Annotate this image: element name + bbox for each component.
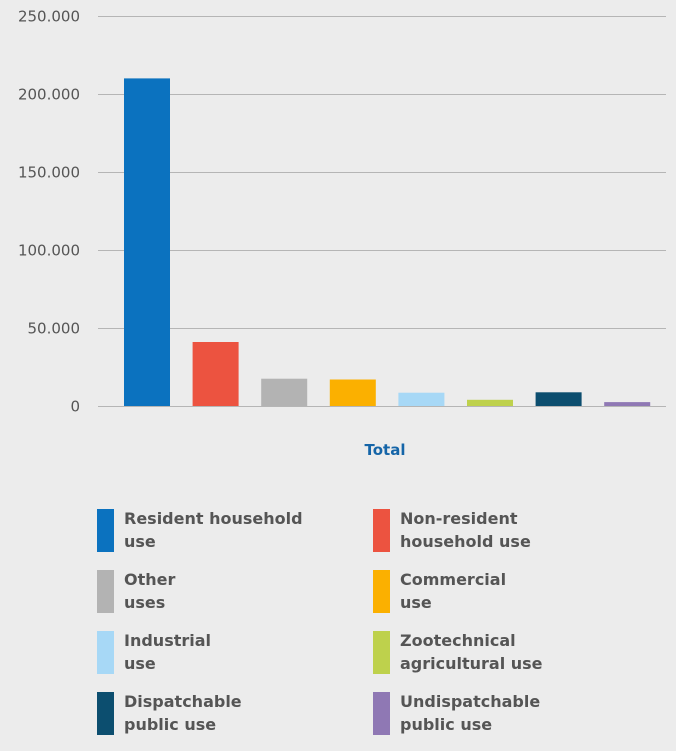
legend-item: Resident household use bbox=[97, 507, 373, 568]
legend-swatch bbox=[373, 692, 390, 735]
y-tick-label: 0 bbox=[70, 398, 80, 416]
legend-item: Industrial use bbox=[97, 629, 373, 690]
y-tick-label: 150.000 bbox=[18, 164, 80, 182]
legend-label: Zootechnical agricultural use bbox=[400, 631, 543, 673]
gridlines bbox=[98, 16, 666, 407]
legend-swatch bbox=[97, 631, 114, 674]
bars bbox=[124, 78, 651, 407]
legend-swatch bbox=[373, 631, 390, 674]
legend-label: Other uses bbox=[124, 570, 176, 612]
legend-label: Non-resident household use bbox=[400, 509, 531, 551]
legend-label: Commercial use bbox=[400, 570, 507, 612]
bar-dispatchable-public-use bbox=[535, 392, 582, 406]
y-tick-label: 100.000 bbox=[18, 242, 80, 260]
y-axis-tick-labels: 0 50.000 100.000 150.000 200.000 250.000 bbox=[18, 8, 80, 416]
legend-label: Resident household use bbox=[124, 509, 303, 551]
legend-swatch bbox=[97, 509, 114, 552]
bar-other-uses bbox=[261, 378, 308, 406]
legend-item: Undispatchable public use bbox=[373, 690, 613, 751]
legend-item: Non-resident household use bbox=[373, 507, 613, 568]
bar-chart: 0 50.000 100.000 150.000 200.000 250.000 Tota… bbox=[18, 8, 666, 459]
legend-label: Dispatchable public use bbox=[124, 692, 242, 734]
x-axis-label: Total bbox=[365, 441, 406, 459]
bar-commercial-use bbox=[329, 379, 376, 406]
legend-swatch bbox=[373, 570, 390, 613]
legend-swatch bbox=[97, 570, 114, 613]
bar-resident-household-use bbox=[124, 78, 170, 407]
legend-label: Industrial use bbox=[124, 631, 212, 673]
legend-swatch bbox=[97, 692, 114, 735]
legend-item: Zootechnical agricultural use bbox=[373, 629, 613, 690]
legend-item: Other uses bbox=[97, 568, 373, 629]
y-tick-label: 250.000 bbox=[18, 8, 80, 26]
legend-item: Dispatchable public use bbox=[97, 690, 373, 751]
bar-undispatchable-public-use bbox=[604, 402, 651, 406]
legend-label: Undispatchable public use bbox=[400, 692, 541, 734]
y-tick-label: 200.000 bbox=[18, 86, 80, 104]
bar-industrial-use bbox=[398, 392, 445, 406]
legend-item: Commercial use bbox=[373, 568, 613, 629]
y-tick-label: 50.000 bbox=[28, 320, 81, 338]
bar-non-resident-household-use bbox=[192, 342, 239, 406]
legend-swatch bbox=[373, 509, 390, 552]
bar-zootechnical-agricultural-use bbox=[467, 399, 513, 406]
legend: Resident household use Non-resident househo… bbox=[97, 507, 617, 751]
